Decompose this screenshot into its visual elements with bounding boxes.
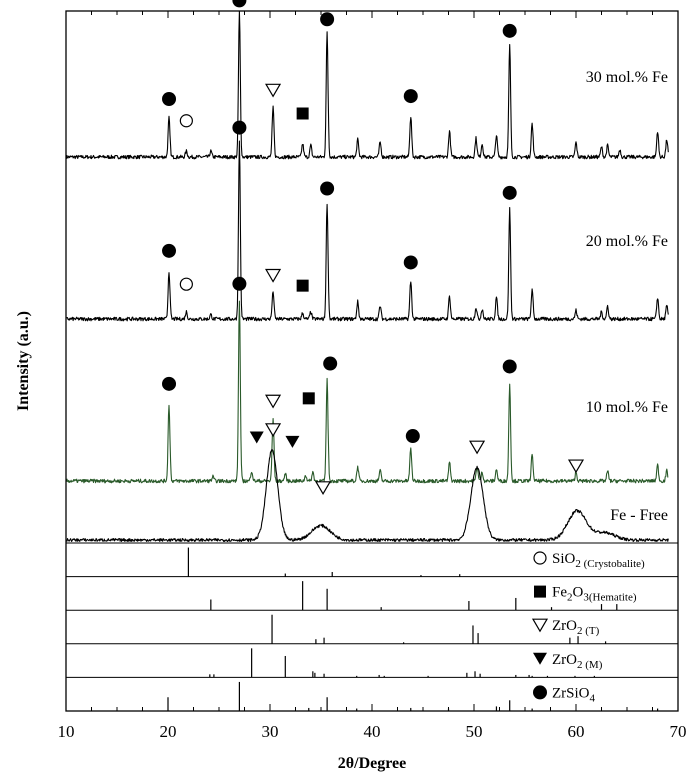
zrsio4-marker [162, 243, 177, 258]
zro2-monoclinic-marker [285, 435, 300, 448]
zro2-tetragonal-marker [265, 394, 282, 409]
zrsio4-marker [320, 12, 335, 27]
zro2-monoclinic-marker [249, 431, 264, 444]
x-tick-label: 70 [670, 722, 687, 741]
x-tick-labels: 10 20 30 40 50 60 70 [58, 722, 687, 741]
x-tick-label: 30 [262, 722, 279, 741]
fe2o3-marker [296, 279, 309, 292]
series-label: Fe - Free [610, 507, 668, 524]
spectrum-line [65, 10, 669, 160]
spectrum-line [65, 300, 669, 484]
plot-frame [65, 10, 679, 712]
zrsio4-marker [533, 685, 547, 700]
tick-marks [65, 11, 679, 711]
zrsio4-marker [403, 89, 418, 104]
zrsio4-marker [405, 429, 420, 444]
fe2o3-marker [534, 585, 546, 598]
reference-panels: SiO2 (Crystobalite) Fe2O3(Hematite) ZrO2 (… [66, 542, 678, 711]
reference-label: ZrSiO4 [552, 685, 596, 704]
reference-label: Fe2O3(Hematite) [552, 585, 637, 604]
series-label: 30 mol.% Fe [586, 69, 668, 86]
zrsio4-marker [320, 181, 335, 196]
reference-label: SiO2 (Crystobalite) [552, 551, 645, 570]
zrsio4-marker [502, 359, 517, 374]
zrsio4-marker [323, 356, 338, 371]
fe2o3-marker [302, 392, 315, 405]
zrsio4-marker [502, 185, 517, 200]
zro2-tetragonal-marker [265, 83, 282, 98]
zrsio4-marker [232, 276, 247, 291]
sio2-marker [533, 551, 547, 565]
x-tick-label: 10 [58, 722, 75, 741]
zrsio4-marker [502, 23, 517, 38]
spectrum-line [66, 448, 669, 542]
zro2-tetragonal-marker [314, 481, 332, 495]
fe2o3-marker [296, 107, 309, 120]
x-tick-label: 40 [364, 722, 381, 741]
reference-label: ZrO2 (M) [552, 652, 603, 671]
x-tick-label: 20 [160, 722, 177, 741]
zrsio4-marker [403, 255, 418, 270]
zrsio4-marker [232, 120, 247, 135]
spectrum-line [66, 140, 669, 322]
zro2-monoclinic-marker [533, 652, 547, 665]
zrsio4-marker [162, 92, 177, 106]
sio2-marker [179, 114, 193, 128]
zro2-tetragonal-marker [567, 459, 585, 474]
series-label: 20 mol.% Fe [586, 233, 668, 250]
y-axis-title: Intensity (a.u.) [15, 311, 32, 411]
series-labels: 30 mol.% Fe 20 mol.% Fe 10 mol.% Fe Fe - Fr… [586, 69, 668, 524]
spectra [65, 10, 669, 542]
zro2-tetragonal-marker [531, 618, 549, 633]
sio2-marker [179, 277, 193, 291]
x-axis-title: 2θ/Degree [338, 755, 406, 772]
reference-label: ZrO2 (T) [552, 618, 600, 637]
zrsio4-marker [232, 0, 247, 8]
phase-markers [162, 0, 585, 495]
zro2-tetragonal-marker [265, 423, 282, 437]
zro2-tetragonal-marker [265, 268, 282, 283]
zro2-tetragonal-marker [469, 440, 486, 455]
series-label: 10 mol.% Fe [586, 399, 668, 416]
x-tick-label: 60 [568, 722, 585, 741]
zrsio4-marker [162, 376, 177, 391]
x-tick-label: 50 [466, 722, 483, 741]
